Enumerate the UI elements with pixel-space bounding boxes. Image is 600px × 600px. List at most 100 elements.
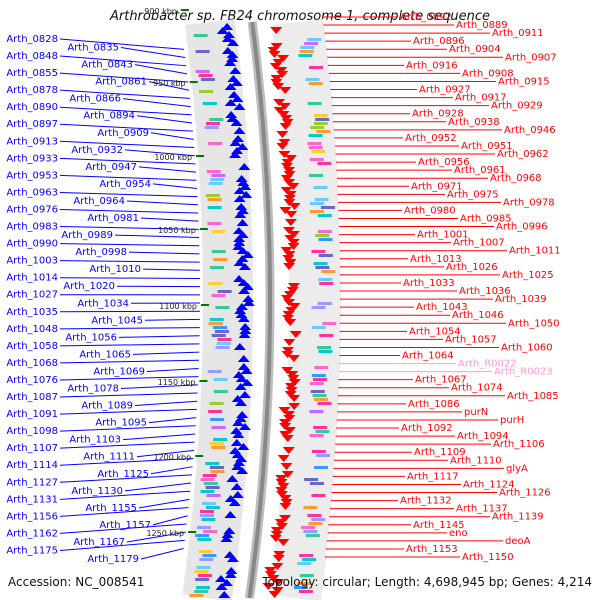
label-leader-left <box>59 539 185 551</box>
label-leader-left <box>146 367 199 372</box>
function-box-right <box>315 234 330 237</box>
gene-label-right: Arth_0889 <box>456 20 508 31</box>
function-box-right <box>305 78 320 81</box>
function-box-right <box>303 506 318 509</box>
gene-label-left: Arth_0894 <box>83 111 135 122</box>
function-box-left <box>203 530 218 533</box>
function-box-right <box>317 162 332 165</box>
label-leader-left <box>59 106 192 116</box>
cds-arrow-right <box>288 203 301 210</box>
cds-arrow-left <box>236 143 249 150</box>
kbp-tick-label: 1000 kbp <box>154 153 192 162</box>
cds-arrow-right <box>277 483 290 490</box>
label-leader-left <box>128 251 200 255</box>
cds-arrow-right <box>288 379 301 386</box>
function-box-right <box>319 282 334 285</box>
cds-arrow-left <box>237 355 250 362</box>
label-leader-left <box>59 392 198 398</box>
label-leader-left <box>59 441 195 449</box>
gene-label-right: Arth_1001 <box>417 230 469 241</box>
cds-arrow-right <box>278 103 291 110</box>
gene-label-right: Arth_0951 <box>461 141 513 152</box>
function-box-right <box>304 42 319 45</box>
cds-arrow-right <box>273 99 286 106</box>
cds-arrow-left <box>224 99 237 106</box>
function-box-right <box>293 586 308 589</box>
cds-arrow-right <box>287 239 300 246</box>
gene-label-right: glyA <box>506 463 528 474</box>
cds-arrow-right <box>281 295 294 302</box>
cds-arrow-right <box>283 251 296 258</box>
function-box-left <box>211 174 226 177</box>
backbone-ring <box>247 21 272 599</box>
function-box-left <box>208 410 223 413</box>
function-box-right <box>318 278 333 281</box>
cds-arrow-left <box>220 535 233 542</box>
gene-label-left: Arth_1127 <box>6 477 58 488</box>
function-box-left <box>209 318 224 321</box>
function-box-right <box>311 494 326 497</box>
function-box-right <box>313 426 328 429</box>
cds-arrow-left <box>239 323 252 330</box>
gene-label-right: Arth_1036 <box>459 286 511 297</box>
function-box-right <box>309 410 324 413</box>
cds-arrow-left <box>228 499 241 506</box>
label-leader-left <box>126 531 186 543</box>
function-box-right <box>308 66 323 69</box>
cds-arrow-right <box>280 187 293 194</box>
feature-band-right <box>269 18 341 600</box>
gene-label-left: Arth_0983 <box>6 222 58 233</box>
cds-arrow-right <box>285 387 298 394</box>
cds-arrow-right <box>267 575 280 582</box>
cds-arrow-left <box>230 439 243 446</box>
function-box-left <box>210 470 225 473</box>
label-leader-left <box>59 376 199 381</box>
cds-arrow-right <box>283 179 296 186</box>
function-box-left <box>208 282 223 285</box>
gene-label-left: Arth_1078 <box>67 384 119 395</box>
gene-label-right: purH <box>500 415 524 426</box>
label-leader-left <box>122 433 196 441</box>
cds-arrow-right <box>278 407 291 414</box>
function-box-left <box>205 122 220 125</box>
function-box-left <box>207 198 222 201</box>
cds-arrow-right <box>279 431 292 438</box>
label-leader-left <box>126 200 198 206</box>
gene-label-right: Arth_1124 <box>463 479 515 490</box>
gene-label-left: Arth_1155 <box>85 503 137 514</box>
function-box-right <box>316 346 331 349</box>
label-leader-left <box>140 217 199 222</box>
cds-arrow-left <box>221 35 234 42</box>
function-box-right <box>304 478 319 481</box>
function-box-right <box>300 46 315 49</box>
gene-label-left: Arth_1034 <box>77 298 129 309</box>
gene-label-left: Arth_0861 <box>95 77 147 88</box>
label-leader-left <box>148 417 197 424</box>
cds-arrow-right <box>281 471 294 478</box>
feature-layer <box>189 23 337 598</box>
cds-arrow-left <box>218 591 231 598</box>
gene-label-left: Arth_0855 <box>6 68 58 79</box>
label-leader-left <box>59 38 185 50</box>
function-box-right <box>315 430 330 433</box>
function-box-left <box>205 506 220 509</box>
cds-arrow-left <box>239 327 252 334</box>
function-box-left <box>211 230 226 233</box>
function-box-left <box>193 34 208 37</box>
gene-label-left: Arth_1167 <box>73 537 125 548</box>
label-leader-left <box>59 140 195 149</box>
cds-arrow-left <box>234 383 247 390</box>
cds-arrow-left <box>230 119 243 126</box>
cds-arrow-left <box>232 431 245 438</box>
cds-arrow-right <box>279 503 292 510</box>
function-box-left <box>206 170 221 173</box>
gene-label-left: Arth_0933 <box>6 153 58 164</box>
function-box-right <box>317 230 332 233</box>
gene-label-right: Arth_1117 <box>407 471 459 482</box>
function-box-left <box>215 346 230 349</box>
cds-arrow-right <box>287 231 300 238</box>
cds-arrow-right <box>288 283 301 290</box>
gene-labels: Arth_0828 Arth_0835 Arth_0848 Arth_0843 Arth… <box>6 12 560 565</box>
function-box-right <box>311 326 326 329</box>
cds-arrow-left <box>238 391 251 398</box>
